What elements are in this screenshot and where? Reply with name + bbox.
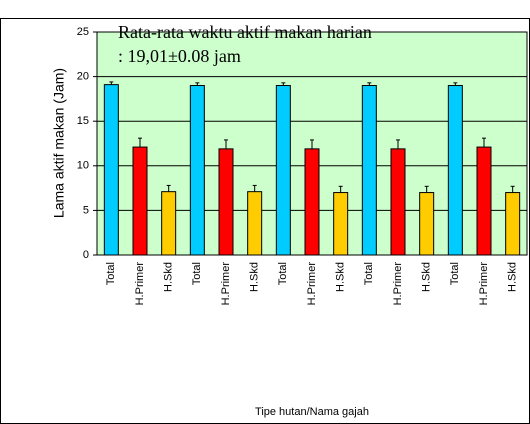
- x-tick-label: Total: [449, 262, 461, 285]
- x-tick-label: Total: [105, 262, 117, 285]
- bar: [447, 85, 463, 256]
- x-tick-label: H.Primer: [220, 262, 232, 306]
- bar: [419, 192, 435, 256]
- bar: [275, 85, 291, 256]
- y-tick-label: 20: [77, 71, 89, 83]
- bar: [476, 146, 492, 256]
- y-tick-label: 10: [77, 160, 89, 172]
- y-tick-label: 5: [83, 204, 89, 216]
- y-tick-label: 15: [77, 115, 89, 127]
- y-tick-label: 25: [77, 26, 89, 38]
- x-tick-label: Total: [277, 262, 289, 285]
- x-tick-label: Total: [191, 262, 203, 285]
- bar: [304, 148, 320, 256]
- x-tick-label: H.Skd: [421, 262, 433, 292]
- x-tick-label: H.Primer: [306, 262, 318, 306]
- x-tick-label: H.Primer: [478, 262, 490, 306]
- x-tick-label: H.Skd: [249, 262, 261, 292]
- x-tick-label: Total: [363, 262, 375, 285]
- bar: [390, 148, 406, 256]
- bar: [103, 84, 119, 256]
- bar: [132, 146, 148, 256]
- x-tick-label: H.Primer: [392, 262, 404, 306]
- annotation: : 19,01±0.08 jam: [118, 46, 241, 66]
- bar: [247, 191, 263, 256]
- x-tick-label: H.Skd: [507, 262, 519, 292]
- x-tick-label: H.Primer: [134, 262, 146, 306]
- bar: [218, 148, 234, 256]
- y-axis-label: Lama aktif makan (Jam): [51, 68, 67, 218]
- bar: [161, 191, 177, 256]
- bar: [361, 85, 377, 256]
- x-tick-label: H.Skd: [335, 262, 347, 292]
- y-tick-label: 0: [83, 249, 89, 261]
- x-axis-label: Tipe hutan/Nama gajah: [255, 406, 369, 418]
- x-tick-label: H.Skd: [163, 262, 175, 292]
- bar: [333, 192, 349, 256]
- bar: [189, 85, 205, 256]
- bar: [505, 192, 521, 256]
